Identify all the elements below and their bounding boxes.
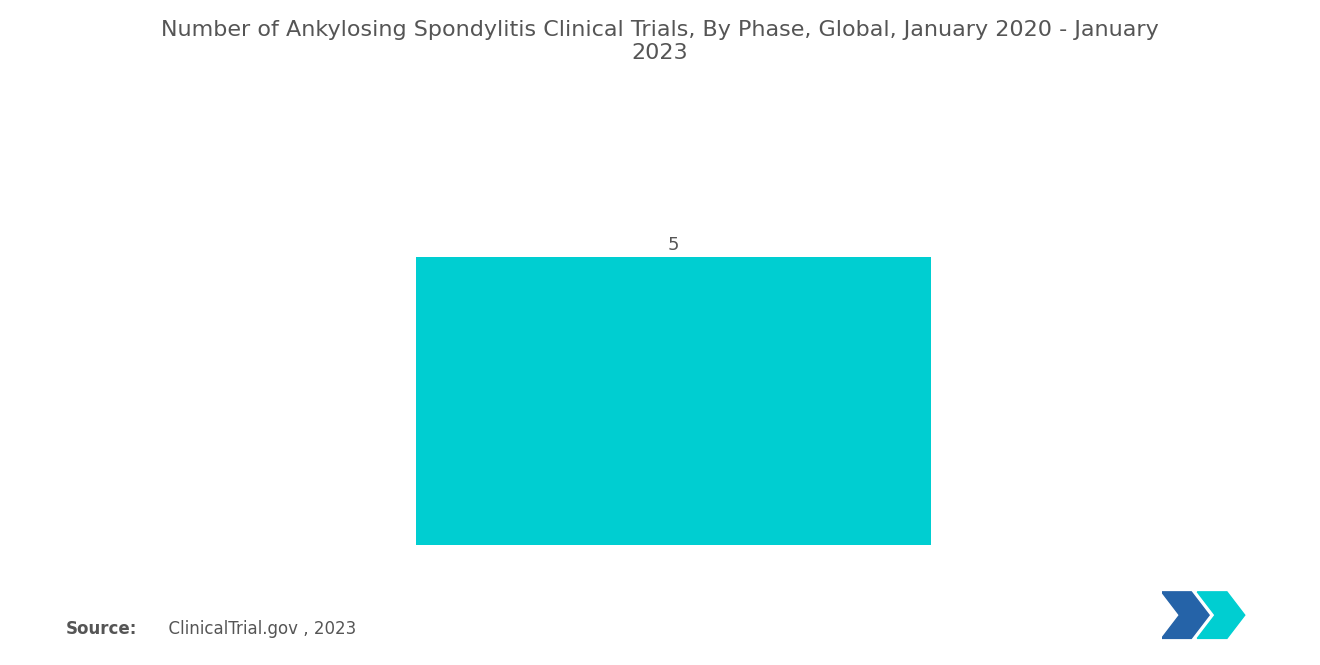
Bar	[416, 257, 931, 545]
Text: 5: 5	[668, 236, 678, 254]
Polygon shape	[1197, 592, 1245, 638]
Polygon shape	[1162, 592, 1209, 638]
Text: Source:: Source:	[66, 620, 137, 638]
Text: Number of Ankylosing Spondylitis Clinical Trials, By Phase, Global, January 2020: Number of Ankylosing Spondylitis Clinica…	[161, 20, 1159, 63]
Text: ClinicalTrial.gov , 2023: ClinicalTrial.gov , 2023	[158, 620, 356, 638]
